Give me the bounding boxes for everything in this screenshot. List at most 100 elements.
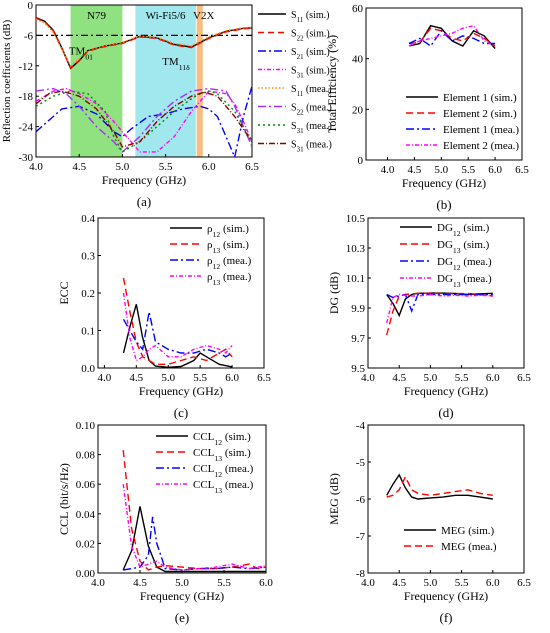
x-tick-label: 6.5: [515, 164, 529, 176]
series-line-3: [386, 293, 493, 324]
legend-label-3: ρ13 (mea.): [207, 271, 252, 287]
legend-label-3: CCL13 (mea.): [193, 479, 254, 495]
series-line-2: [408, 29, 496, 47]
y-tick-label: 0.08: [76, 450, 96, 462]
chart-panel-d: 4.0 4.5 5.0 5.5 6.0 6.5 9.5 9.7 9.9 10.1 10.3 10.5 F…: [327, 213, 531, 420]
x-axis-label: Frequency (GHz): [140, 589, 224, 603]
y-tick-label: 0.04: [76, 509, 96, 521]
chart-panel-a: N79 Wi-Fi5/6 V2X 4.0 4.5 5.0 5.5 6.0 6.5 0 -6 -12 -1…: [1, 0, 332, 209]
y-tick-label: 10.5: [346, 213, 366, 225]
band-1: [135, 5, 196, 157]
x-axis-label: Frequency (GHz): [402, 176, 486, 190]
y-axis-label: ECC: [57, 281, 71, 304]
annotation-0: TM01: [69, 46, 93, 62]
legend-label-5: S22 (mea.): [291, 103, 332, 117]
x-tick-label: 5.5: [159, 161, 173, 173]
annotation-1: TM11δ: [162, 56, 190, 72]
x-tick-label: 6.0: [202, 161, 216, 173]
legend-label-3: S31 (sim.): [291, 66, 330, 80]
legend-label-2: Element 1 (mea.): [443, 124, 519, 136]
chart-panel-e: 4.0 4.5 5.0 5.5 6.0 0.00 0.02 0.04 0.06 0.08 0.10 F…: [57, 420, 273, 625]
series-line-0: [122, 304, 233, 368]
x-tick-label: 4.5: [392, 372, 406, 384]
y-tick-label: -24: [18, 122, 33, 134]
legend-label-0: MEG (sim.): [441, 525, 495, 537]
y-tick-label: 0: [358, 155, 364, 167]
legend-label-3: Element 2 (mea.): [443, 140, 519, 152]
series-line-1: [36, 17, 252, 69]
x-tick-label: 4.5: [392, 577, 406, 589]
legend-label-0: Element 1 (sim.): [443, 92, 517, 104]
y-tick-label: 0.0: [81, 363, 95, 375]
x-tick-label: 6.0: [259, 577, 273, 589]
y-tick-label: 40: [352, 54, 364, 66]
y-axis-label: Total Efficiency (%): [325, 35, 339, 133]
series-line-3: [408, 24, 496, 47]
panel-label: (c): [174, 405, 188, 420]
series-line-1: [408, 27, 496, 47]
band-label-2: V2X: [193, 10, 214, 22]
legend-label-4: S11 (mea.): [291, 84, 332, 98]
y-tick-label: -18: [18, 91, 33, 103]
y-tick-label: 0.10: [76, 420, 96, 432]
legend-label-1: MEG (mea.): [441, 541, 497, 553]
chart-panel-b: 4.0 4.5 5.0 5.5 6.0 6.5 0 20 40 60 Frequency (GHz)…: [325, 3, 529, 212]
panel-label: (e): [175, 610, 189, 625]
chart-panel-c: 4.0 4.5 5.0 5.5 6.0 6.5 0.0 0.1 0.2 0.3 0.4 Frequen…: [57, 213, 271, 420]
x-tick-label: 5.0: [175, 577, 189, 589]
y-tick-label: 10.3: [346, 243, 366, 255]
x-tick-label: 5.5: [455, 577, 469, 589]
x-tick-label: 5.5: [217, 577, 231, 589]
series-line-3: [122, 292, 233, 362]
y-tick-label: 10.1: [346, 273, 365, 285]
x-tick-label: 4.0: [29, 161, 43, 173]
x-axis-label: Frequency (GHz): [102, 173, 186, 187]
x-tick-label: 5.0: [161, 372, 175, 384]
legend-label-2: ρ12 (mea.): [207, 255, 252, 271]
y-tick-label: -4: [356, 420, 366, 432]
y-tick-label: 0: [28, 0, 34, 12]
chart-panel-f: 4.0 4.5 5.0 5.5 6.0 6.5 -4 -5 -6 -7 -8 Frequency (G…: [327, 420, 531, 625]
x-tick-label: 4.5: [72, 161, 86, 173]
x-tick-label: 4.0: [98, 372, 112, 384]
y-axis-label: DG (dB): [327, 272, 341, 314]
legend-label-0: CCL12 (sim.): [193, 431, 251, 447]
y-tick-label: 0.1: [81, 326, 95, 338]
x-tick-label: 5.0: [424, 372, 438, 384]
y-tick-label: -8: [356, 568, 366, 580]
panel-label: (f): [440, 610, 453, 625]
series-line-5: [36, 87, 252, 153]
series-line-2: [386, 293, 493, 313]
legend-label-1: ρ13 (sim.): [207, 239, 249, 255]
x-tick-label: 4.5: [408, 164, 422, 176]
y-axis-label: CCL (bit/s/Hz): [57, 463, 71, 535]
y-tick-label: 0.06: [76, 479, 96, 491]
legend-label-0: DG12 (sim.): [437, 222, 490, 238]
legend-label-2: CCL12 (mea.): [193, 463, 254, 479]
y-tick-label: 0.3: [81, 251, 95, 263]
series-line-7: [36, 90, 252, 148]
x-tick-label: 6.5: [517, 372, 531, 384]
y-tick-label: -5: [356, 457, 366, 469]
series-line-0: [386, 473, 493, 500]
series-line-3: [36, 87, 252, 153]
x-tick-label: 6.0: [486, 372, 500, 384]
series-line-2: [36, 85, 252, 157]
y-tick-label: 9.9: [351, 303, 365, 315]
y-tick-label: 20: [352, 104, 364, 116]
y-tick-label: 60: [352, 3, 364, 15]
y-tick-label: -6: [356, 494, 366, 506]
series-line-2: [123, 516, 266, 571]
legend-label-2: DG12 (mea.): [437, 256, 492, 272]
series-line-1: [386, 475, 493, 498]
series-line-0: [122, 506, 266, 573]
x-tick-label: 6.0: [225, 372, 239, 384]
y-tick-label: 0.02: [76, 538, 95, 550]
x-tick-label: 5.5: [461, 164, 475, 176]
y-tick-label: 0.00: [76, 568, 96, 580]
x-tick-label: 6.5: [245, 161, 259, 173]
x-tick-label: 4.0: [381, 164, 395, 176]
y-tick-label: 0.4: [81, 213, 95, 225]
x-tick-label: 4.5: [133, 577, 147, 589]
